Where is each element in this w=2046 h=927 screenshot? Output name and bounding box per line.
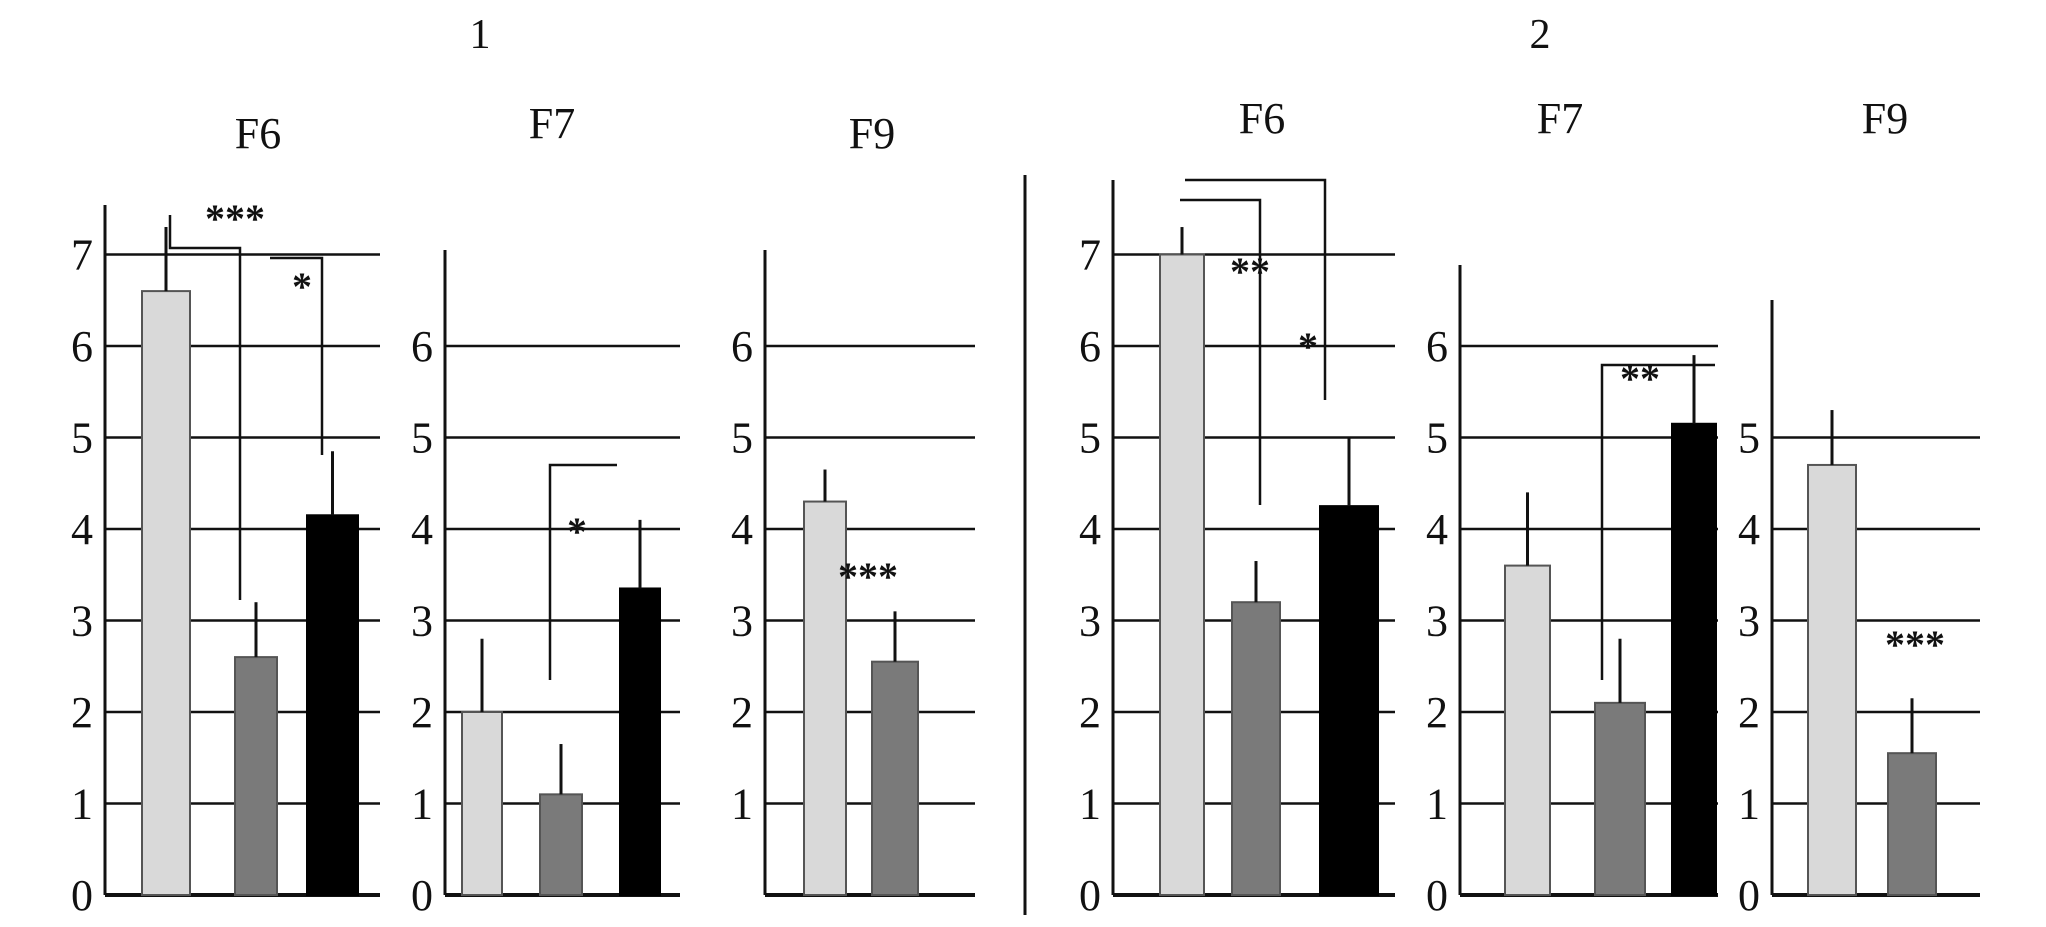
panel-5-significance-label: ** <box>1620 356 1660 401</box>
panel-1-bar-1 <box>141 290 191 897</box>
panel-2-tick-label: 3 <box>411 597 433 646</box>
panel-3-tick-label: 3 <box>731 597 753 646</box>
panel-3-bar-1 <box>803 500 847 896</box>
panel-4-significance-bracket <box>1180 198 1262 505</box>
panel-3-title: F9 <box>849 109 895 158</box>
panel-2-title: F7 <box>529 99 575 148</box>
chart-panels: 01234567F6****0123456F7*123456F9***01234… <box>71 94 1980 920</box>
panel-2-significance-label: * <box>567 509 587 554</box>
panel-3-significance-label: *** <box>838 554 898 599</box>
panel-4-tick-label: 6 <box>1079 322 1101 371</box>
panel-4-tick-label: 2 <box>1079 688 1101 737</box>
panel-5-tick-label: 6 <box>1426 322 1448 371</box>
panel-2-tick-label: 6 <box>411 322 433 371</box>
panel-3-tick-label: 1 <box>731 780 753 829</box>
panel-5-bar-2 <box>1594 701 1646 896</box>
panel-6-tick-label: 4 <box>1738 505 1760 554</box>
panel-5-tick-label: 5 <box>1426 414 1448 463</box>
panel-1-tick-label: 4 <box>71 505 93 554</box>
panel-1-significance-label: *** <box>205 196 265 241</box>
panel-4-significance-bracket <box>1185 178 1327 400</box>
panel-1-tick-label: 2 <box>71 688 93 737</box>
panel-2-tick-label: 4 <box>411 505 433 554</box>
panel-5-bar-3 <box>1671 422 1717 896</box>
panel-4-tick-label: 4 <box>1079 505 1101 554</box>
panel-4-tick-label: 0 <box>1079 871 1101 920</box>
panel-5-significance-bracket <box>1600 363 1715 680</box>
panel-6-significance-label: *** <box>1885 622 1945 667</box>
panel-3-tick-label: 5 <box>731 414 753 463</box>
panel-5-bar-1 <box>1504 564 1551 896</box>
panel-2-tick-label: 0 <box>411 871 433 920</box>
panel-4-significance-label: * <box>1298 324 1318 369</box>
panel-1-significance-label: * <box>292 264 312 309</box>
panel-1-title: F6 <box>235 109 281 158</box>
panel-4-bar-3 <box>1319 505 1379 896</box>
group-label-2: 2 <box>1530 12 1551 58</box>
panel-2-significance-bracket <box>548 463 617 680</box>
panel-4-tick-label: 5 <box>1079 414 1101 463</box>
panel-4-bar-2 <box>1231 601 1281 896</box>
panel-3-bar-2 <box>871 660 919 896</box>
panel-4-tick-label: 3 <box>1079 597 1101 646</box>
panel-5-tick-label: 4 <box>1426 505 1448 554</box>
panel-1-significance-bracket <box>270 256 324 455</box>
panel-1-bar-3 <box>306 514 359 897</box>
panel-1-tick-label: 5 <box>71 414 93 463</box>
panel-1-bar-2 <box>234 656 278 896</box>
panel-4-tick-label: 1 <box>1079 780 1101 829</box>
panel-4-tick-label: 7 <box>1079 231 1101 280</box>
panel-2-bar-2 <box>539 793 583 896</box>
panel-1-significance-bracket <box>168 215 242 600</box>
panel-5-title: F7 <box>1537 94 1583 143</box>
panel-5-tick-label: 1 <box>1426 780 1448 829</box>
panel-4-title: F6 <box>1239 94 1285 143</box>
panel-1-tick-label: 1 <box>71 780 93 829</box>
panel-5-tick-label: 3 <box>1426 597 1448 646</box>
panel-2-tick-label: 1 <box>411 780 433 829</box>
panel-6-title: F9 <box>1862 94 1908 143</box>
panel-2-bar-1 <box>461 711 503 896</box>
panel-6-tick-label: 0 <box>1738 871 1760 920</box>
group-label-1: 1 <box>470 12 491 58</box>
panel-1-tick-label: 6 <box>71 322 93 371</box>
panel-1-tick-label: 3 <box>71 597 93 646</box>
panel-4-bar-1 <box>1159 253 1205 896</box>
panel-6-tick-label: 3 <box>1738 597 1760 646</box>
panel-6-bar-1 <box>1807 463 1857 896</box>
panel-2-bar-3 <box>619 587 661 896</box>
panel-4-significance-label: ** <box>1230 249 1270 294</box>
panel-6-tick-label: 1 <box>1738 780 1760 829</box>
panel-6-tick-label: 5 <box>1738 414 1760 463</box>
panel-1-tick-label: 0 <box>71 871 93 920</box>
panel-5-tick-label: 0 <box>1426 871 1448 920</box>
panel-2-tick-label: 2 <box>411 688 433 737</box>
panel-6-bar-2 <box>1887 752 1937 896</box>
panel-3-tick-label: 2 <box>731 688 753 737</box>
panel-5-tick-label: 2 <box>1426 688 1448 737</box>
panel-2-tick-label: 5 <box>411 414 433 463</box>
panel-6-tick-label: 2 <box>1738 688 1760 737</box>
panel-1-tick-label: 7 <box>71 231 93 280</box>
panel-3-tick-label: 6 <box>731 322 753 371</box>
panel-3-tick-label: 4 <box>731 505 753 554</box>
